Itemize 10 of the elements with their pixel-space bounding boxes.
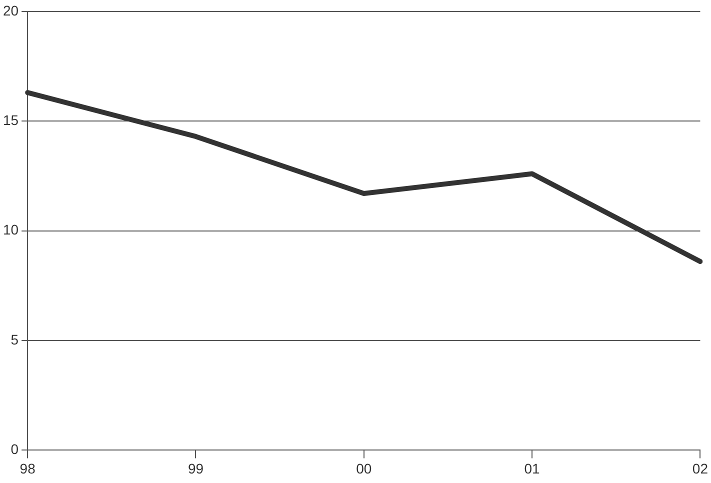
y-tick-label: 5 xyxy=(10,331,19,348)
x-tick-label: 02 xyxy=(692,460,708,476)
y-tick-label: 10 xyxy=(2,222,19,238)
y-tick-label: 0 xyxy=(10,441,19,458)
x-tick-label: 99 xyxy=(188,460,204,476)
x-tick-label: 98 xyxy=(20,460,36,476)
y-tick-label: 20 xyxy=(2,2,19,18)
y-tick-label: 15 xyxy=(2,112,19,128)
x-tick-label: 00 xyxy=(356,460,372,476)
x-tick-label: 01 xyxy=(524,460,540,476)
